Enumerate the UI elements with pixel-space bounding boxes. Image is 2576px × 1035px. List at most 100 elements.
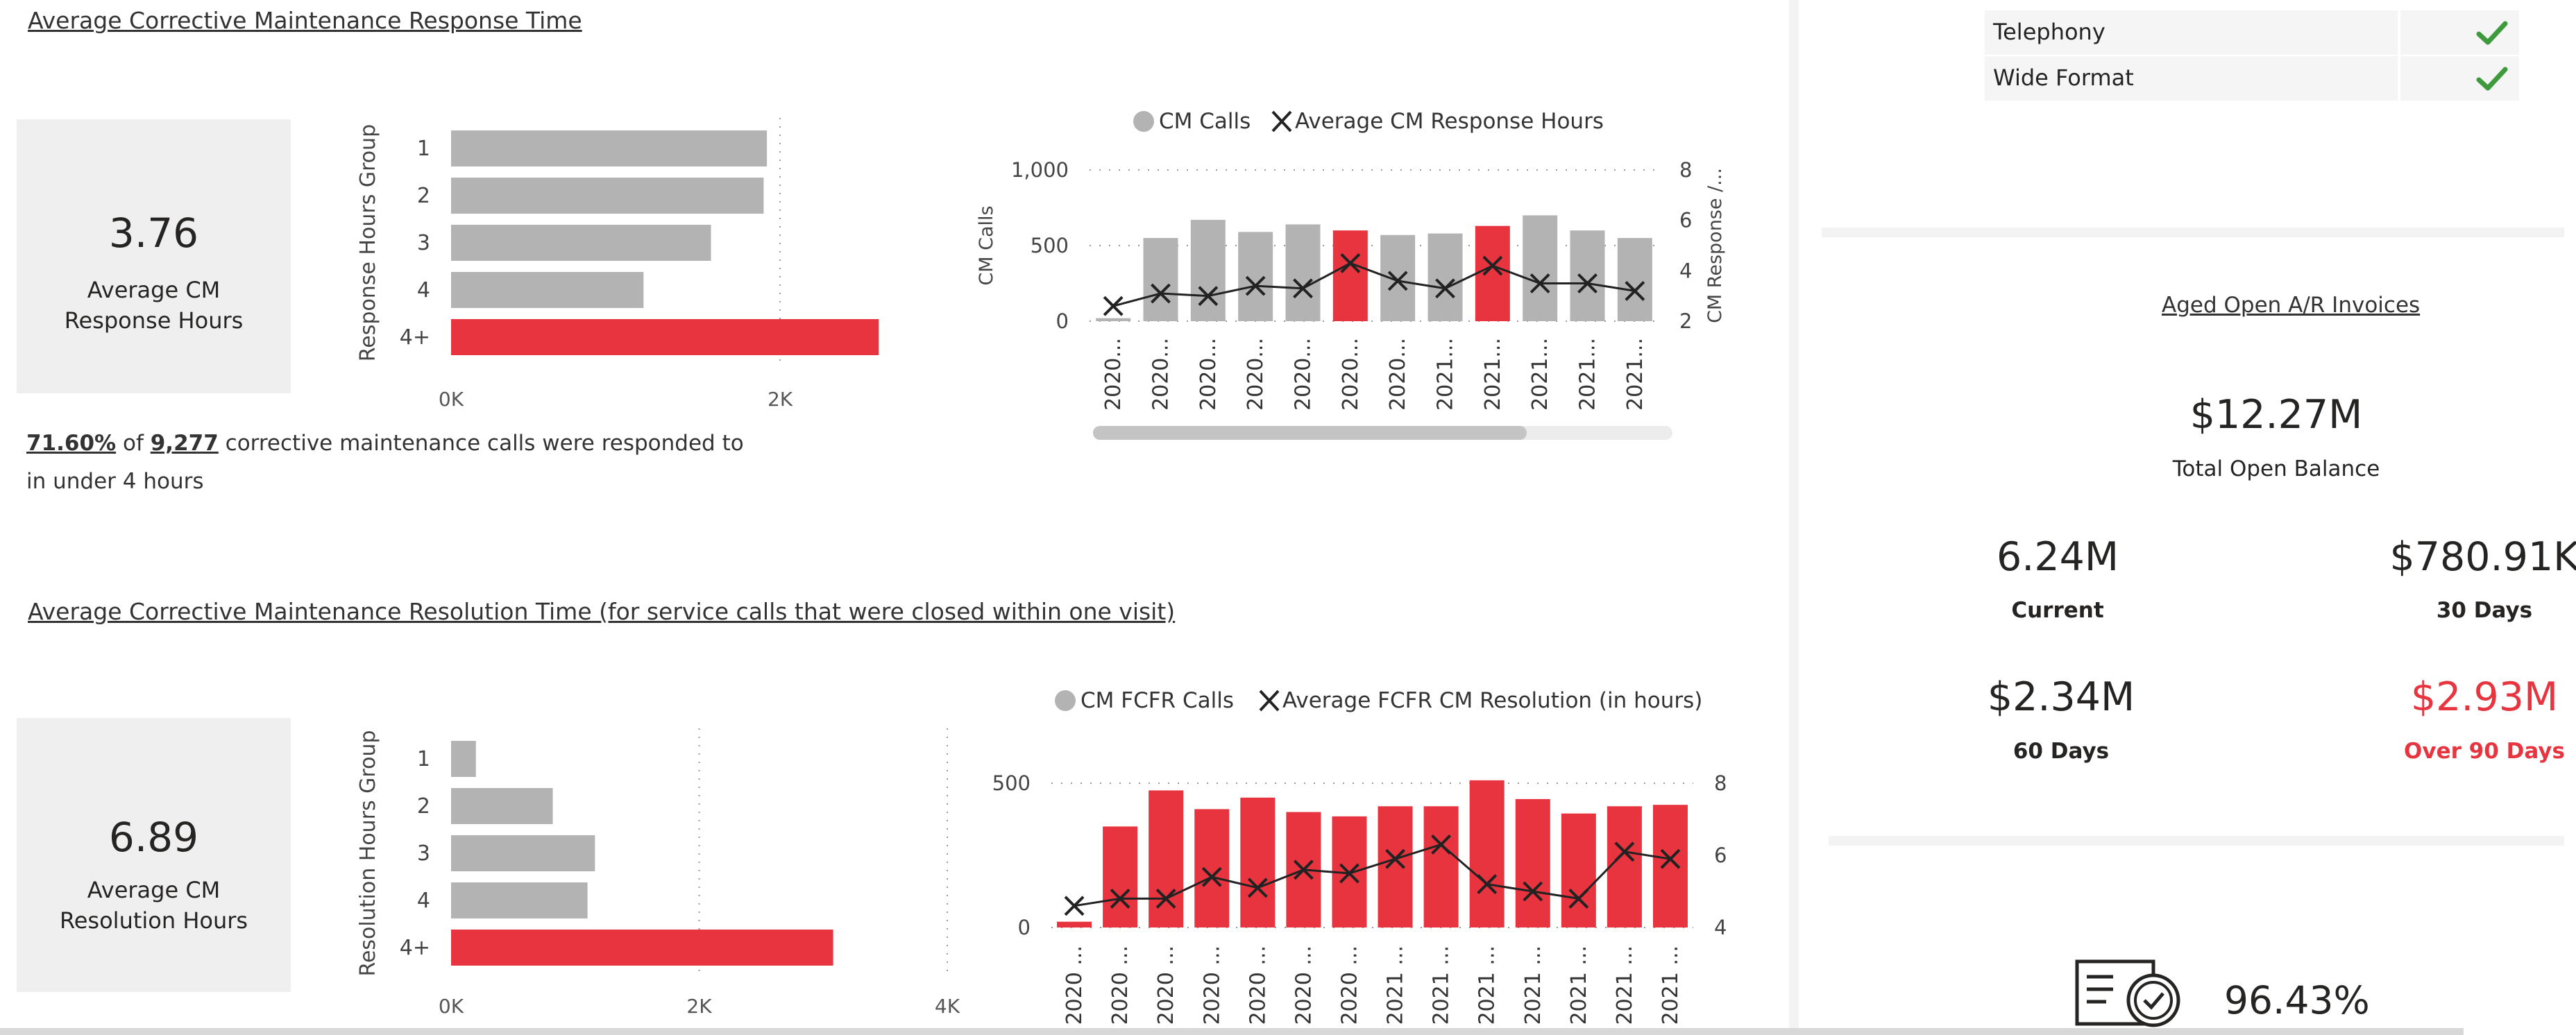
y2-tick-label: 6 xyxy=(1714,844,1727,867)
ar-section-title[interactable]: Aged Open A/R Invoices xyxy=(2162,293,2421,318)
response-hours-group-chart[interactable]: 0K 2K 1 2 3 4 4+ Response Hours Group xyxy=(347,104,909,416)
line-point xyxy=(1435,278,1455,299)
series-line xyxy=(1112,262,1636,307)
line-point xyxy=(1247,878,1268,898)
ar-over-90-days-label: Over 90 Days xyxy=(2404,739,2565,764)
line-point xyxy=(1530,273,1550,293)
cm-calls-combo-chart[interactable]: CM Calls Average CM Response Hours 0 500 1,0… xyxy=(965,101,1756,447)
chart-scrollbar-thumb[interactable] xyxy=(1093,426,1527,440)
line-point xyxy=(1477,874,1498,895)
ar-current-value: 6.24M xyxy=(1996,534,2119,580)
ar-over-90-days-value: $2.93M xyxy=(2410,674,2559,720)
x-tick-label: 2020 ... xyxy=(1154,946,1178,1025)
x-tick-label: 2021 ... xyxy=(1659,946,1683,1025)
x-tick-label: 2K xyxy=(768,388,793,411)
checklist-label: Wide Format xyxy=(1993,65,2134,91)
y-tick-label: 2 xyxy=(417,184,430,208)
checklist-row[interactable]: Telephony xyxy=(1985,10,2519,55)
fcfr-calls-combo-chart[interactable]: CM FCFR Calls Average FCFR CM Resolution … xyxy=(965,683,1756,1035)
bar xyxy=(1561,813,1596,927)
legend-label: Average FCFR CM Resolution (in hours) xyxy=(1282,688,1702,713)
bar xyxy=(1423,806,1459,927)
bar xyxy=(1285,224,1321,321)
bar xyxy=(1103,826,1138,927)
line-point xyxy=(1431,834,1452,855)
line-point xyxy=(1293,278,1313,299)
line-point xyxy=(1660,848,1681,869)
checklist-row[interactable]: Wide Format xyxy=(1985,56,2519,101)
certificate-icon xyxy=(2075,959,2180,1027)
x-tick-label: 2021... xyxy=(1434,338,1458,411)
bar xyxy=(1617,238,1652,321)
bar xyxy=(1143,238,1178,321)
legend-label: CM FCFR Calls xyxy=(1081,688,1234,713)
ar-total-value: $12.27M xyxy=(2189,392,2363,438)
checkmark-icon xyxy=(2476,21,2508,45)
resolution-hours-group-chart[interactable]: 0K 2K 4K 1 2 3 4 4+ Resolution Hours Group xyxy=(347,708,978,1035)
line-point xyxy=(1523,881,1543,902)
bar xyxy=(1469,780,1505,927)
bar xyxy=(451,130,768,166)
checklist-label: Telephony xyxy=(1993,19,2105,45)
x-tick-label: 2K xyxy=(686,995,712,1018)
bar xyxy=(1523,215,1558,321)
legend-marker xyxy=(1055,690,1076,711)
panel-separator xyxy=(1829,836,2564,846)
bar xyxy=(451,788,553,824)
x-tick-label: 2021... xyxy=(1481,338,1505,411)
y-tick-label: 3 xyxy=(417,841,430,866)
x-tick-label: 2020... xyxy=(1101,338,1126,411)
x-tick-label: 2020 ... xyxy=(1200,946,1224,1025)
page-horizontal-scrollbar[interactable] xyxy=(0,1028,2464,1035)
resolution-section-title[interactable]: Average Corrective Maintenance Resolutio… xyxy=(28,598,1176,625)
x-tick-label: 2021 ... xyxy=(1475,946,1500,1025)
y2-tick-label: 2 xyxy=(1679,309,1692,333)
legend-marker xyxy=(1259,690,1280,712)
bar xyxy=(1607,806,1642,927)
line-point xyxy=(1577,273,1598,293)
bar xyxy=(1240,797,1276,927)
y2-tick-label: 4 xyxy=(1679,259,1692,282)
y-tick-label: 1,000 xyxy=(1011,158,1069,182)
bar xyxy=(451,319,879,355)
y-tick-label: 4+ xyxy=(400,325,430,350)
x-tick-label: 0K xyxy=(439,995,464,1018)
bar xyxy=(1190,219,1226,321)
panel-divider xyxy=(1789,0,1799,1035)
line-point xyxy=(1340,253,1361,273)
legend-marker xyxy=(1271,110,1292,132)
bar xyxy=(1057,921,1092,927)
line-point xyxy=(1614,841,1635,862)
x-tick-label: 2020... xyxy=(1244,338,1268,411)
bar xyxy=(1096,318,1131,321)
x-tick-label: 2020... xyxy=(1386,338,1410,411)
x-tick-label: 2020 ... xyxy=(1337,946,1362,1025)
y-tick-label: 4 xyxy=(417,889,430,913)
x-tick-label: 2021 ... xyxy=(1567,946,1591,1025)
y-tick-label: 2 xyxy=(417,794,430,819)
line-point xyxy=(1103,296,1124,316)
summary-of: of xyxy=(122,431,144,456)
ar-total-label: Total Open Balance xyxy=(2172,456,2380,481)
x-tick-label: 2021 ... xyxy=(1521,946,1545,1025)
resolution-kpi-card: 6.89 Average CM Resolution Hours xyxy=(17,718,291,992)
y-tick-label: 3 xyxy=(417,231,430,255)
x-tick-label: 2020 ... xyxy=(1108,946,1133,1025)
y2-tick-label: 6 xyxy=(1679,209,1692,232)
line-point xyxy=(1568,888,1589,909)
line-point xyxy=(1110,888,1130,909)
x-tick-label: 2021 ... xyxy=(1430,946,1454,1025)
chart-scrollbar-track[interactable] xyxy=(1093,426,1672,440)
line-point xyxy=(1155,888,1176,909)
x-tick-label: 2021... xyxy=(1528,338,1552,411)
bar xyxy=(451,225,711,261)
bar xyxy=(1652,805,1688,927)
line-point xyxy=(1201,866,1222,887)
response-section-title[interactable]: Average Corrective Maintenance Response … xyxy=(28,7,582,34)
panel-separator xyxy=(1822,228,2564,237)
bar xyxy=(1475,225,1510,321)
response-kpi-card: 3.76 Average CM Response Hours xyxy=(17,119,291,393)
x-tick-label: 0K xyxy=(439,388,464,411)
line-point xyxy=(1245,275,1266,296)
line-point xyxy=(1625,280,1645,301)
